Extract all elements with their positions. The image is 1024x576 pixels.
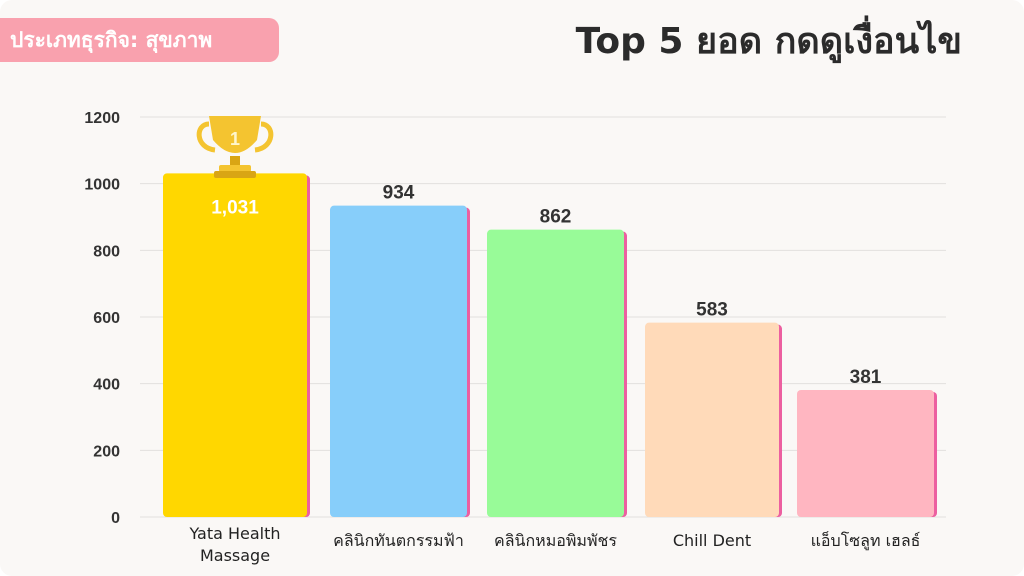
- value-label: 381: [850, 367, 882, 388]
- x-tick-label: Chill Dent: [673, 531, 751, 550]
- bar: [163, 173, 307, 518]
- x-tick-label: Yata Health: [188, 524, 280, 543]
- y-tick-label: 1000: [84, 177, 120, 194]
- x-tick-label: แอ็บโซลูท เฮลธ์: [811, 530, 921, 551]
- trophy-rank: 1: [230, 129, 240, 149]
- y-axis: 0 200 400 600 800 1000 1200: [84, 110, 120, 527]
- bar: [330, 205, 467, 517]
- bar: [645, 322, 779, 517]
- y-tick-label: 600: [93, 310, 120, 327]
- value-label: 583: [696, 300, 728, 321]
- y-tick-label: 200: [93, 443, 120, 460]
- trophy-base: [214, 171, 256, 178]
- y-tick-label: 1200: [84, 110, 120, 127]
- chart-title: Top 5 ยอด กดดูเงื่อนไข: [575, 21, 962, 62]
- x-axis: Yata Health Massage คลินิกทันตกรรมฟ้า คลินิ…: [188, 524, 920, 565]
- trophy-icon: 1: [196, 116, 274, 178]
- x-tick-label: คลินิกหมอพิมพัชร: [494, 531, 617, 550]
- y-tick-label: 400: [93, 377, 120, 394]
- value-label: 934: [383, 183, 415, 204]
- x-tick-label: คลินิกทันตกรรมฟ้า: [333, 531, 464, 550]
- bar: [797, 390, 934, 517]
- value-label: 1,031: [211, 197, 259, 218]
- bars: [163, 173, 937, 518]
- trophy-cup: [209, 116, 261, 153]
- value-labels: 1,031 934 862 583 381: [211, 183, 882, 388]
- y-tick-label: 800: [93, 243, 120, 260]
- trophy-base: [219, 165, 251, 172]
- trophy-handle: [254, 121, 274, 153]
- y-tick-label: 0: [111, 510, 120, 527]
- value-label: 862: [540, 207, 572, 228]
- bar: [487, 229, 624, 517]
- trophy-handle: [196, 121, 216, 153]
- category-badge: ประเภทธุรกิจ: สุขภาพ: [0, 18, 279, 62]
- x-tick-label: Massage: [200, 546, 270, 565]
- trophy-stem: [230, 156, 240, 166]
